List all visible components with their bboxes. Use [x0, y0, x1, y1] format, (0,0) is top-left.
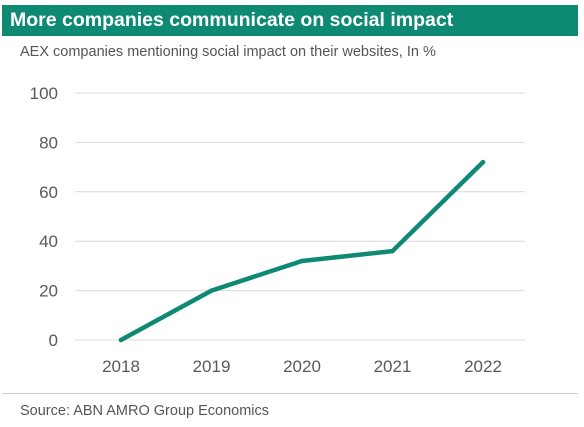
footer-divider	[2, 393, 578, 394]
y-tick-label: 60	[39, 183, 58, 202]
data-point-2018	[118, 337, 124, 343]
series-layer	[118, 159, 486, 343]
chart-title-bar: More companies communicate on social imp…	[2, 5, 578, 36]
y-tick-label: 80	[39, 133, 58, 152]
chart-subtitle: AEX companies mentioning social impact o…	[20, 44, 436, 60]
series-line-0	[118, 159, 486, 343]
gridlines	[75, 92, 525, 341]
y-tick-label: 20	[39, 282, 58, 301]
data-point-2021	[390, 248, 395, 254]
y-axis-tick-labels: 0 20 40 60 80 100	[30, 84, 58, 350]
y-tick-label: 100	[30, 84, 58, 103]
data-point-2019	[209, 288, 214, 293]
x-tick-label: 2019	[193, 357, 231, 376]
x-tick-label: 2022	[464, 357, 502, 376]
y-tick-label: 40	[39, 232, 58, 251]
data-point-2022	[480, 159, 486, 165]
x-axis-tick-labels: 2018 2019 2020 2021 2022	[102, 357, 502, 376]
source-note: Source: ABN AMRO Group Economics	[20, 403, 270, 419]
x-tick-label: 2018	[102, 357, 140, 376]
x-tick-label: 2020	[283, 357, 321, 376]
data-point-2020	[299, 258, 305, 264]
chart-title: More companies communicate on social imp…	[10, 9, 454, 31]
y-tick-label: 0	[49, 331, 58, 350]
x-tick-label: 2021	[374, 357, 412, 376]
